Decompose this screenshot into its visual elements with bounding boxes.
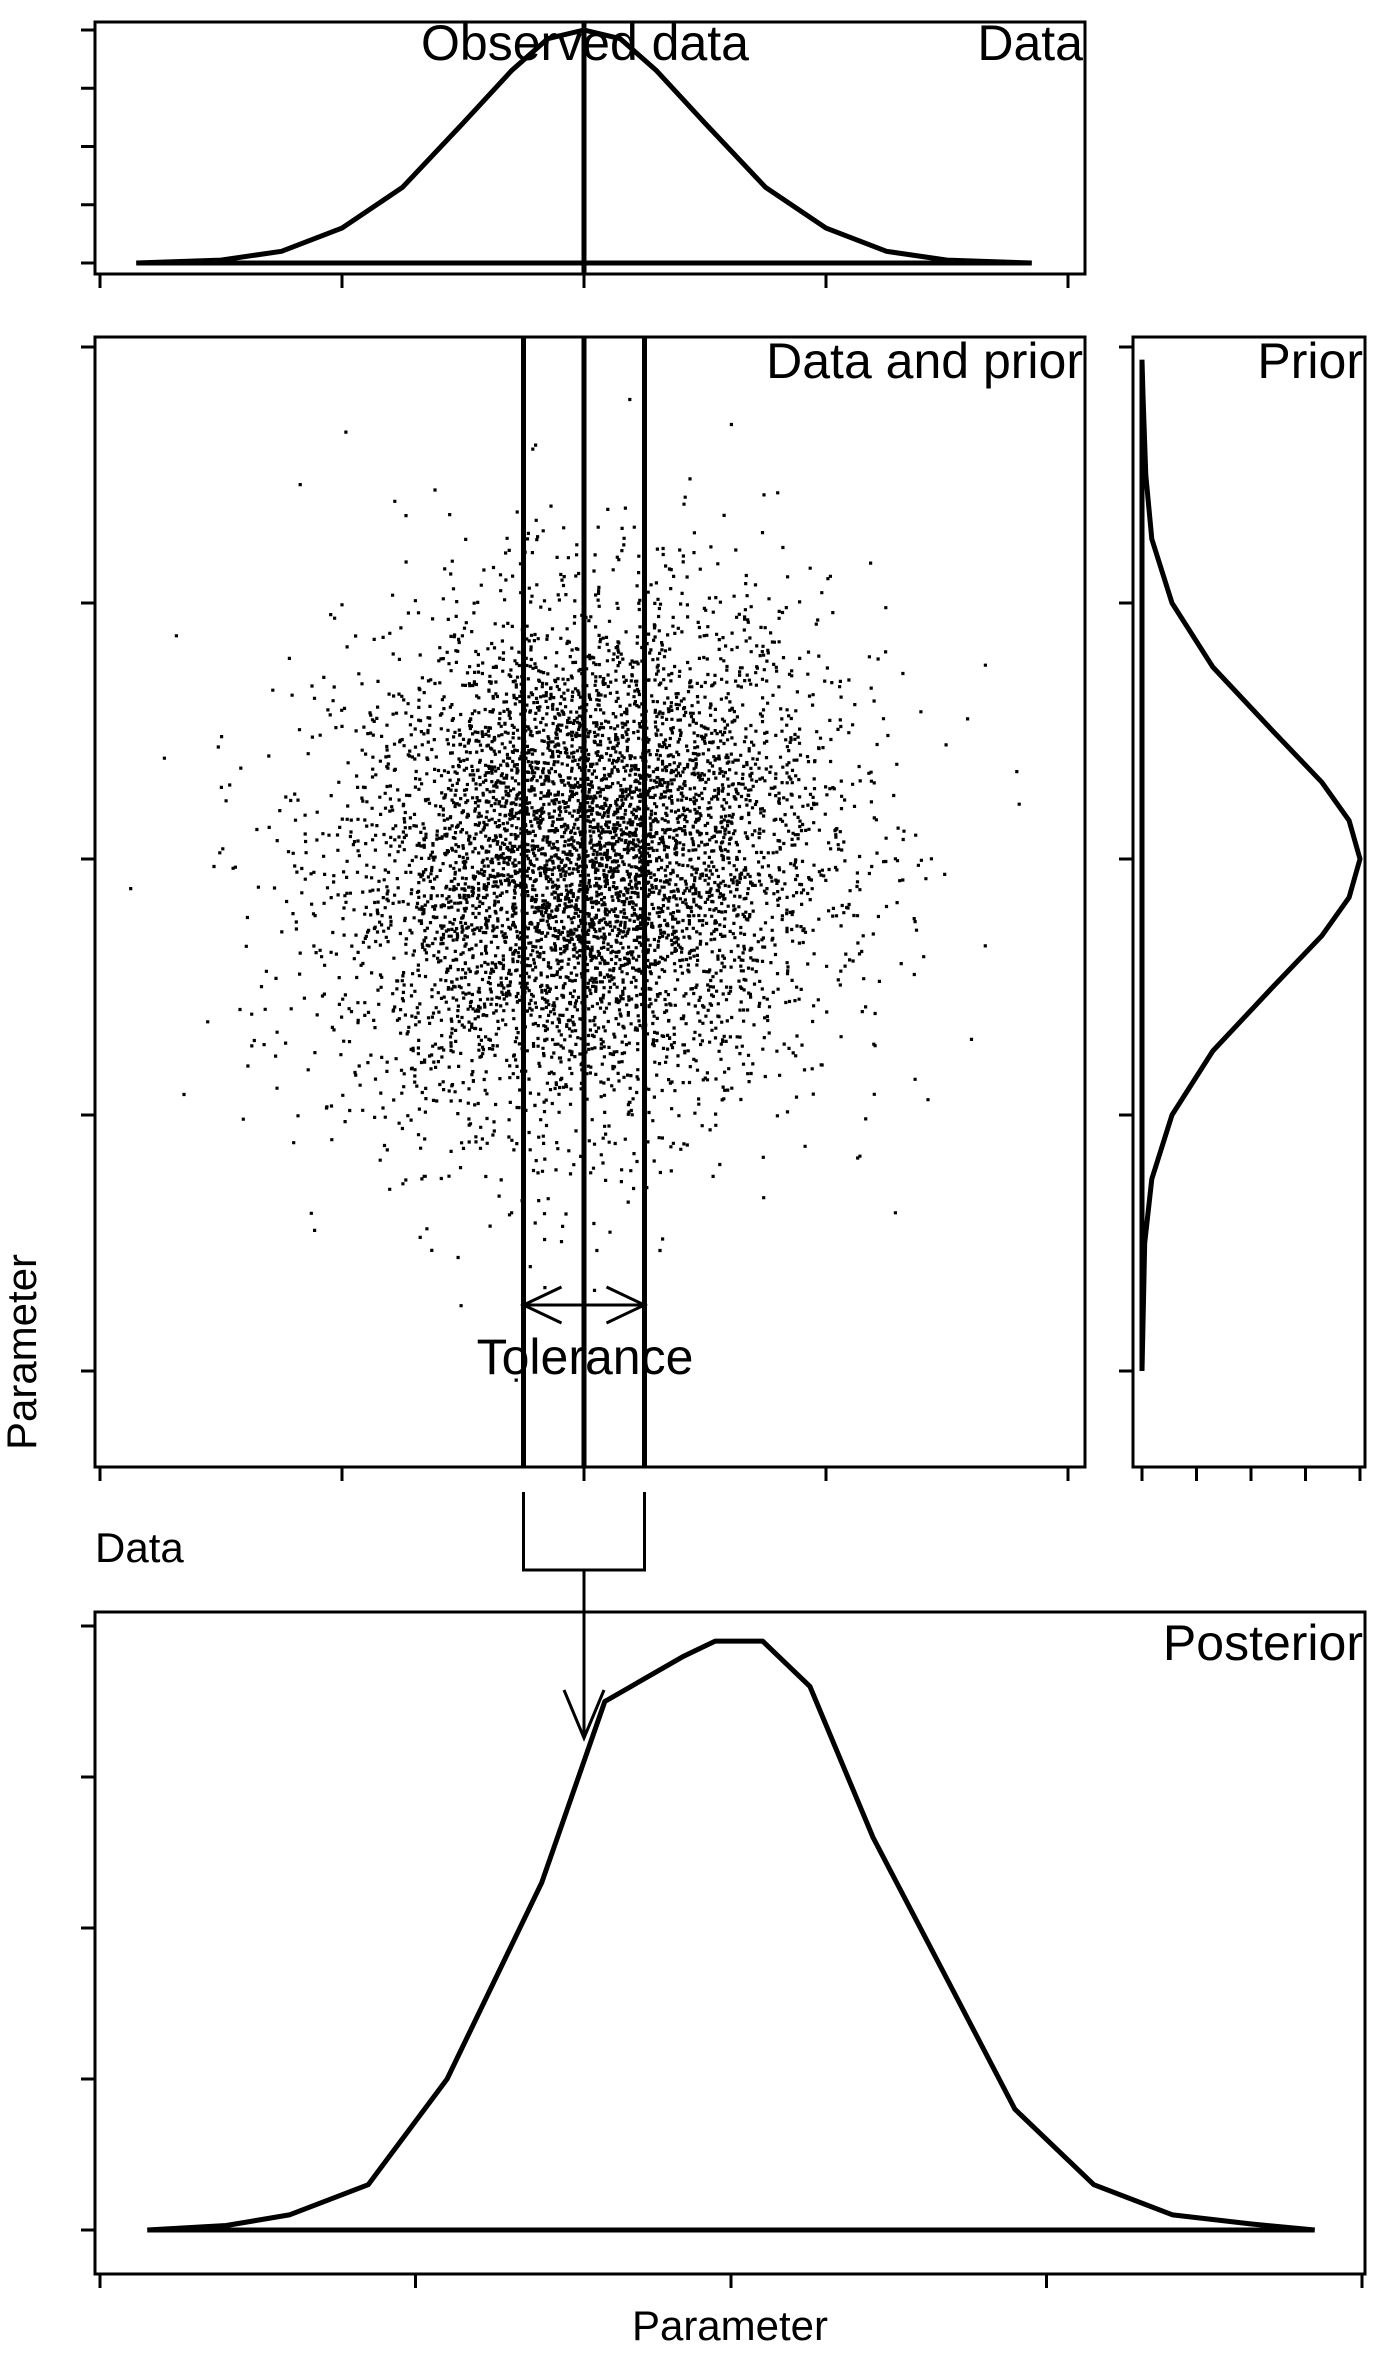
x-axis-label-data: Data <box>95 1524 184 1571</box>
data-and-prior-y-ticks <box>81 345 95 1373</box>
data-and-prior-panel: Data and prior Tolerance Parameter Data <box>0 333 1087 1571</box>
data-panel-x-ticks <box>98 274 1070 288</box>
posterior-panel-frame <box>93 1610 1367 2276</box>
data-panel-title: Data <box>977 15 1083 71</box>
data-and-prior-x-ticks <box>98 1467 1070 1481</box>
prior-panel-title: Prior <box>1257 333 1363 389</box>
y-axis-label: Parameter <box>0 1254 45 1450</box>
prior-panel-frame <box>1131 335 1367 1469</box>
prior-panel-x-ticks <box>1140 1467 1362 1481</box>
accept-arrow <box>522 1492 646 1742</box>
posterior-panel-x-ticks <box>98 2274 1364 2288</box>
x-axis-label-parameter: Parameter <box>632 2302 828 2349</box>
tolerance-arrow-head-right <box>605 1285 649 1325</box>
data-and-prior-title: Data and prior <box>766 333 1083 389</box>
prior-panel-y-ticks <box>1119 345 1133 1373</box>
data-panel: Data Observed data <box>81 15 1087 288</box>
posterior-panel: Posterior Parameter <box>81 1610 1367 2349</box>
data-panel-y-ticks <box>81 28 95 265</box>
accept-arrow-head <box>562 1689 606 1742</box>
data-and-prior-frame <box>93 335 1087 1469</box>
tolerance-label: Tolerance <box>477 1329 694 1385</box>
scatter-points <box>129 397 1021 1382</box>
posterior-panel-title: Posterior <box>1163 1615 1363 1671</box>
posterior-density-curve <box>147 1638 1315 2233</box>
prior-panel: Prior <box>1119 333 1367 1481</box>
scatter-point-cloud <box>129 397 1021 1382</box>
tolerance-window <box>519 337 649 1467</box>
prior-density-curve <box>1139 359 1363 1372</box>
tolerance-arrow-head-left <box>519 1285 563 1325</box>
posterior-panel-y-ticks <box>81 1624 95 2232</box>
accept-bracket <box>522 1492 646 1572</box>
